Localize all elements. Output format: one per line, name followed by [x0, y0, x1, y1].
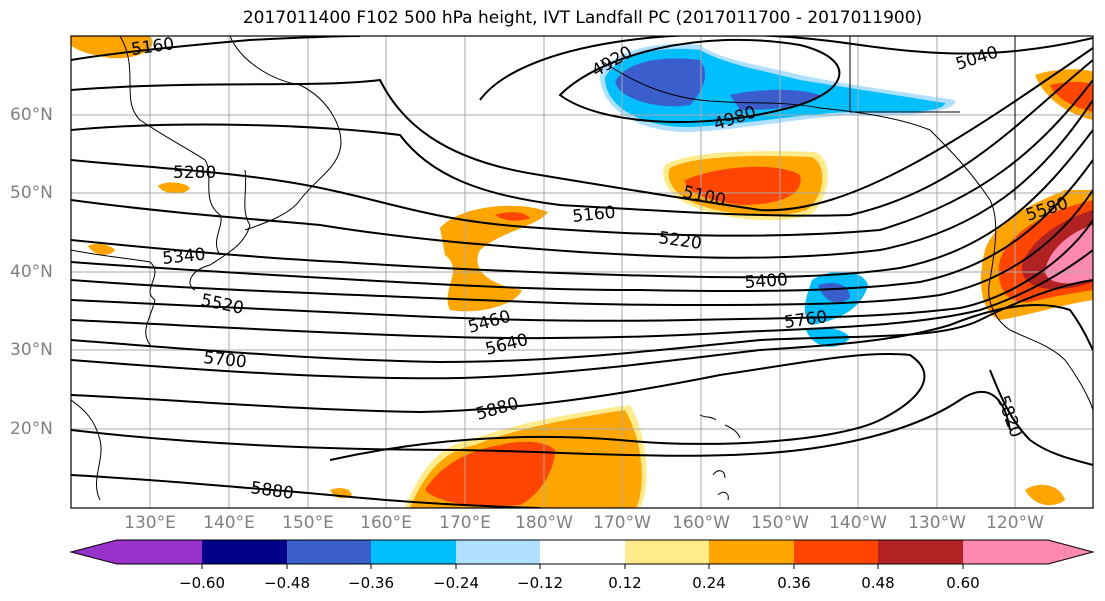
coastlines [71, 36, 1093, 501]
colorbar-tick-label: 0.48 [861, 574, 895, 592]
lon-label: 160°E [360, 513, 412, 533]
contour-label: 5280 [173, 163, 216, 183]
lat-label: 20°N [10, 419, 53, 439]
lon-label: 160°W [672, 513, 730, 533]
colorbar-tick-label: −0.60 [179, 574, 225, 592]
lon-label: 150°E [282, 513, 334, 533]
lon-label: 140°W [829, 513, 887, 533]
map-title: 2017011400 F102 500 hPa height, IVT Land… [242, 8, 923, 28]
height-contours [71, 36, 1093, 508]
colorbar [69, 539, 1095, 569]
colorbar-tick-label: 0.12 [608, 574, 642, 592]
colorbar-segment [963, 540, 1093, 564]
colorbar-segment [71, 540, 202, 564]
contour-label: 5040 [953, 42, 1000, 74]
contour-label: 5700 [202, 348, 247, 372]
colorbar-tick-label: −0.48 [264, 574, 310, 592]
colorbar-segment [878, 540, 963, 564]
contour-label: 5880 [474, 394, 521, 425]
contour-label: 5640 [483, 330, 530, 360]
lat-label: 30°N [10, 340, 53, 360]
colorbar-tick-label: −0.24 [433, 574, 479, 592]
contour-label: 5220 [657, 228, 703, 254]
colorbar-segment [625, 540, 709, 564]
contour-label: 5820 [992, 393, 1026, 440]
contour-label: 5880 [249, 478, 295, 504]
lon-label: 130°W [908, 513, 966, 533]
lat-label: 40°N [10, 262, 53, 282]
contour-label: 5400 [744, 270, 789, 293]
colorbar-segment [456, 540, 540, 564]
colorbar-segment [287, 540, 371, 564]
colorbar-tick-label: 0.24 [692, 574, 726, 592]
contour-label: 5460 [466, 307, 513, 338]
lon-label: 180°W [515, 513, 573, 533]
gridlines [71, 36, 1093, 508]
colorbar-tick-label: 0.36 [777, 574, 811, 592]
lon-label: 170°W [593, 513, 651, 533]
colorbar-tick-label: −0.36 [348, 574, 394, 592]
colorbar-segment [371, 540, 456, 564]
colorbar-segment [540, 540, 625, 564]
colorbar-tick-label: 0.60 [946, 574, 980, 592]
lon-label: 130°E [124, 513, 176, 533]
lon-label: 140°E [203, 513, 255, 533]
lon-label: 170°E [439, 513, 491, 533]
lat-label: 60°N [10, 105, 53, 125]
lat-label: 50°N [10, 183, 53, 203]
colorbar-segment [202, 540, 287, 564]
contour-label: 5340 [161, 245, 206, 269]
contour-label: 5160 [571, 203, 616, 227]
colorbar-tick-label: −0.12 [517, 574, 563, 592]
lon-label: 150°W [751, 513, 809, 533]
plot-frame [70, 35, 1094, 509]
colorbar-segment [709, 540, 794, 564]
ivt-shading [71, 36, 1093, 508]
colorbar-segment [794, 540, 878, 564]
lon-label: 120°W [986, 513, 1044, 533]
contour-label: 5520 [199, 290, 245, 319]
